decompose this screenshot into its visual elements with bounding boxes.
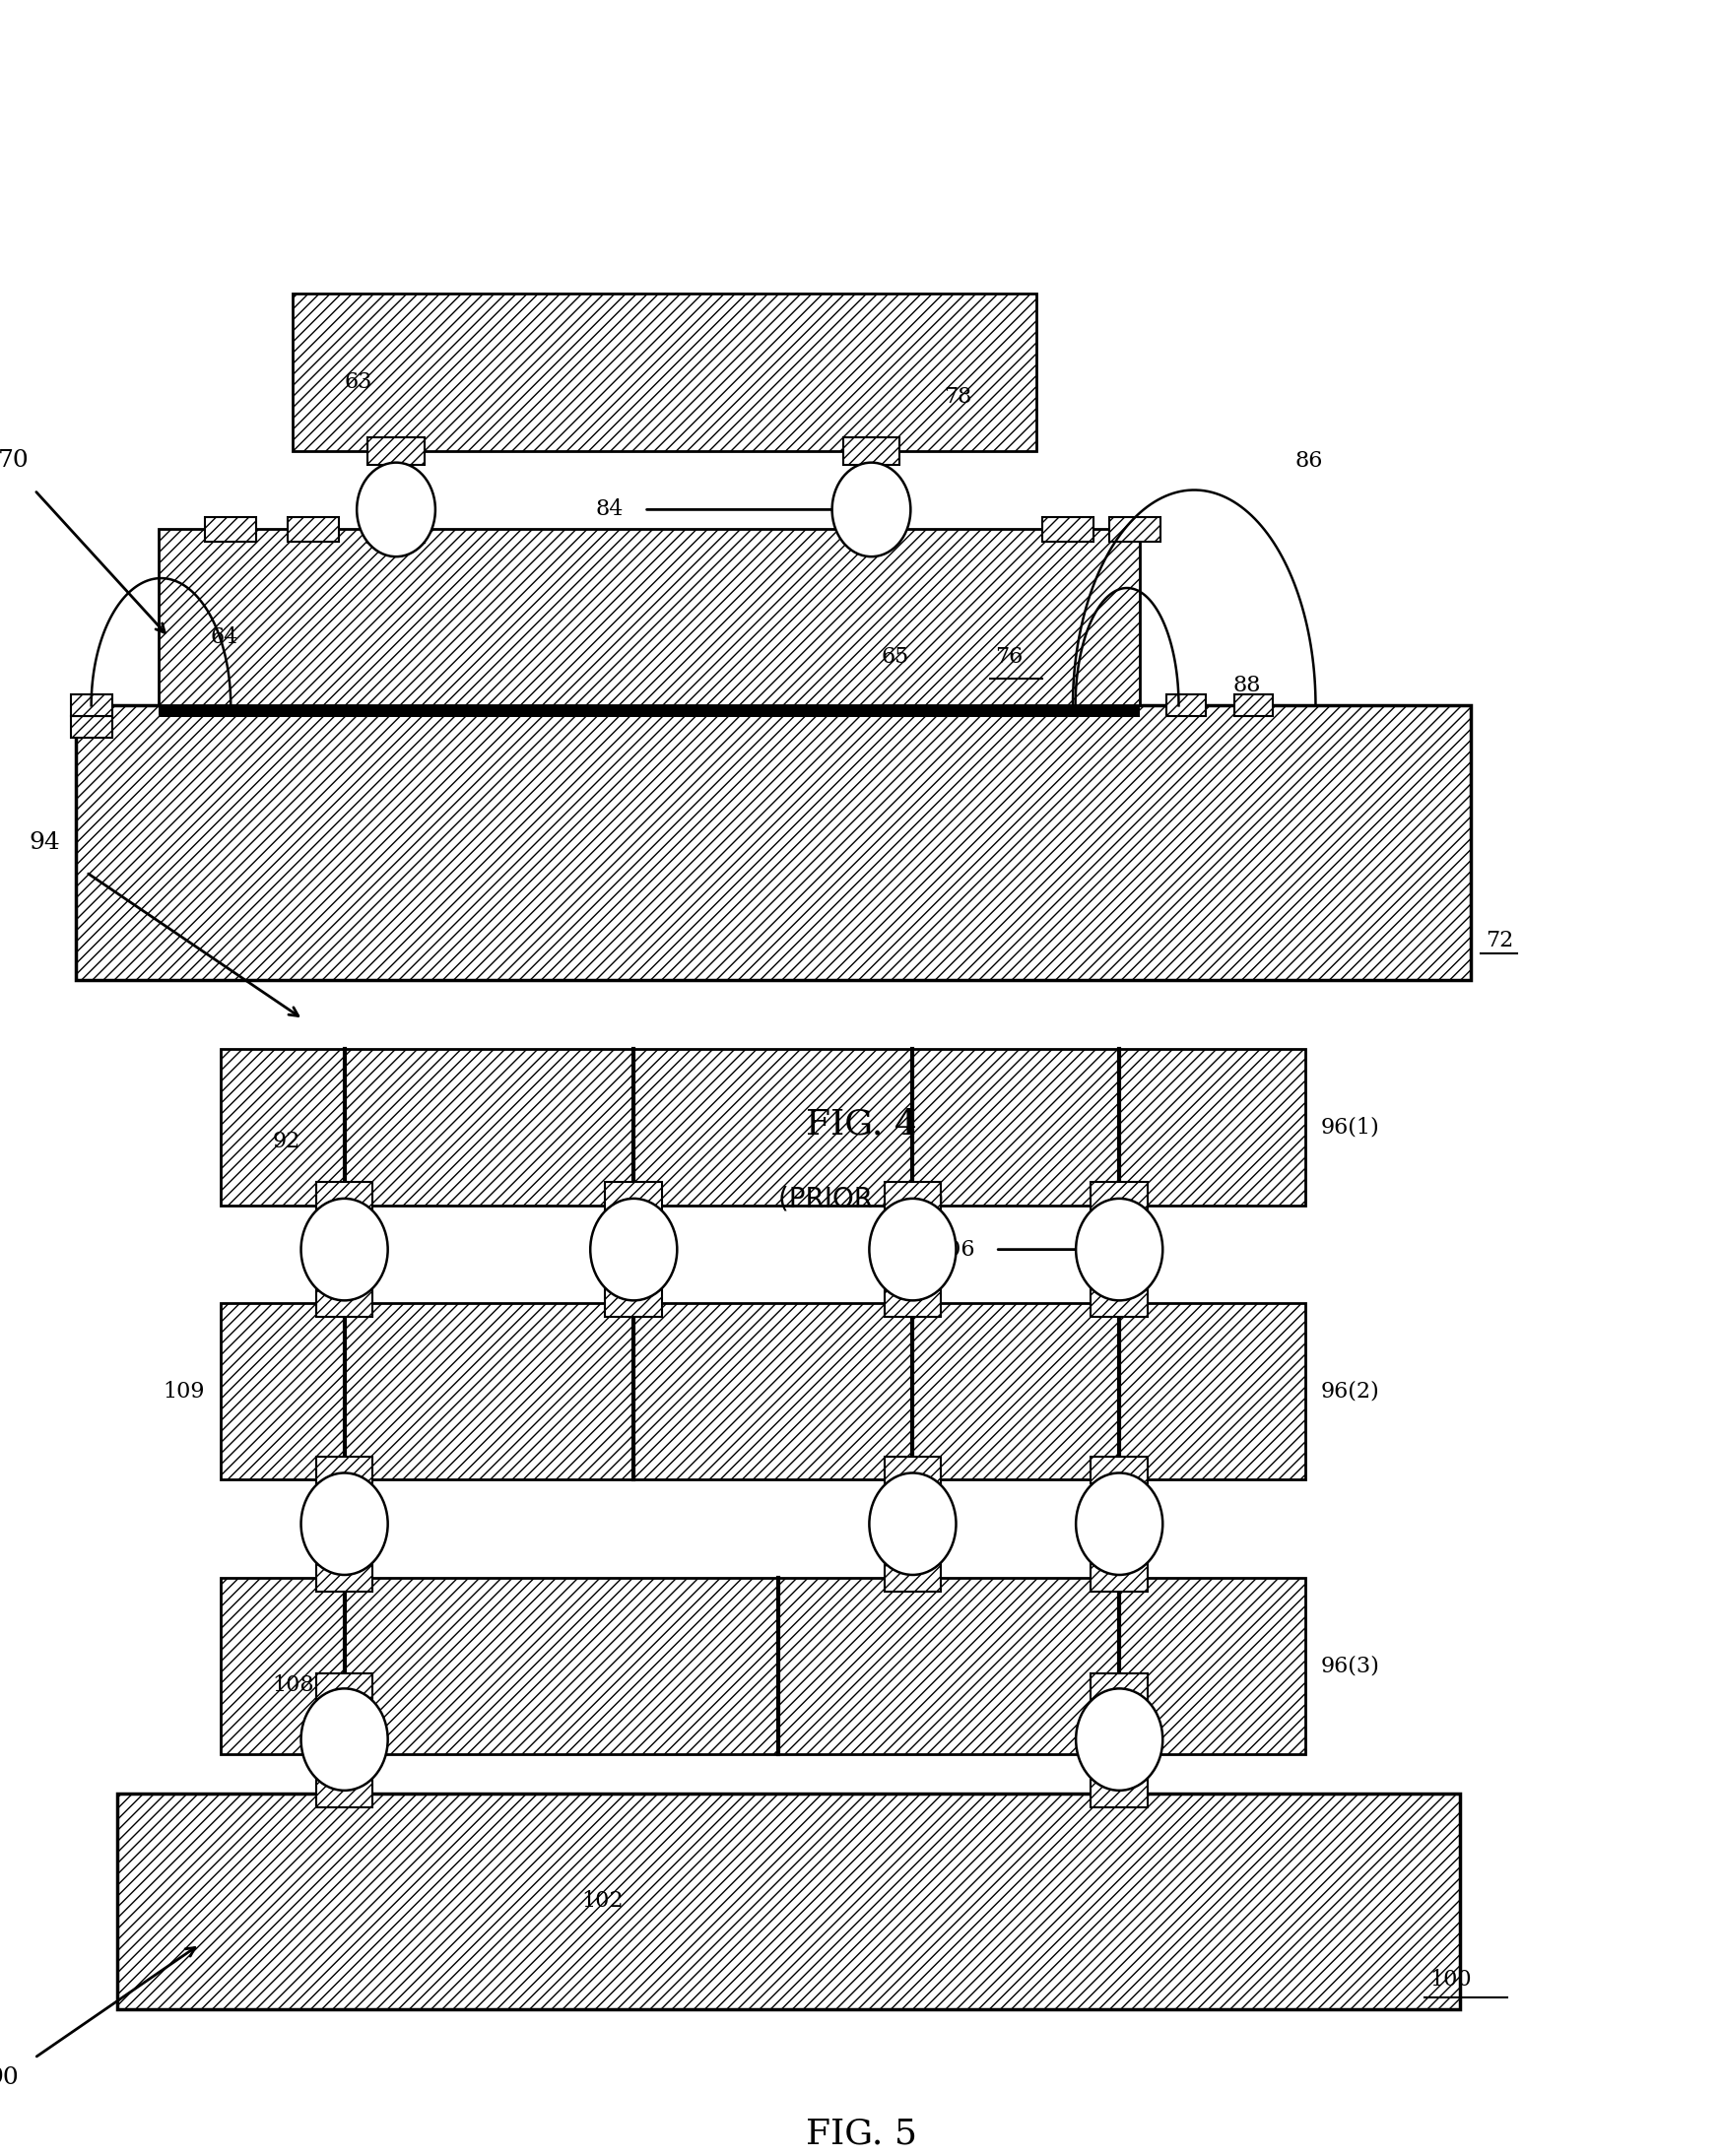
Text: 92: 92 bbox=[272, 1132, 300, 1153]
Bar bbox=[317, 1779, 372, 1807]
Bar bbox=[885, 1289, 940, 1317]
Text: (PRIOR ART): (PRIOR ART) bbox=[778, 1186, 944, 1214]
Text: 96(2): 96(2) bbox=[1321, 1380, 1379, 1401]
Bar bbox=[117, 1794, 1460, 2009]
Ellipse shape bbox=[301, 1688, 387, 1789]
Text: 72: 72 bbox=[1486, 929, 1514, 951]
Text: 108: 108 bbox=[272, 1675, 313, 1697]
Bar bbox=[1092, 1181, 1147, 1210]
Text: 64: 64 bbox=[210, 625, 238, 647]
Bar bbox=[1092, 1455, 1147, 1483]
Text: 96(1): 96(1) bbox=[1321, 1117, 1379, 1138]
Text: 84: 84 bbox=[596, 498, 623, 520]
Ellipse shape bbox=[301, 1199, 387, 1300]
Bar bbox=[288, 517, 339, 541]
Bar bbox=[885, 1181, 940, 1210]
Bar bbox=[220, 1048, 1305, 1205]
Bar bbox=[317, 1181, 372, 1210]
Bar bbox=[1092, 1563, 1147, 1591]
Bar bbox=[317, 1455, 372, 1483]
Ellipse shape bbox=[1076, 1473, 1162, 1574]
Bar bbox=[604, 1289, 661, 1317]
Text: 109: 109 bbox=[164, 1380, 205, 1401]
Text: 70: 70 bbox=[0, 448, 29, 472]
Bar bbox=[293, 293, 1037, 451]
Ellipse shape bbox=[356, 464, 436, 556]
Bar bbox=[317, 1289, 372, 1317]
Bar bbox=[1092, 1673, 1147, 1701]
Ellipse shape bbox=[870, 1473, 956, 1574]
Bar bbox=[205, 517, 257, 541]
Ellipse shape bbox=[1076, 1199, 1162, 1300]
Ellipse shape bbox=[591, 1199, 677, 1300]
Bar bbox=[1168, 694, 1205, 716]
Text: 76: 76 bbox=[995, 647, 1023, 668]
Bar bbox=[885, 1455, 940, 1483]
Text: FIG. 4: FIG. 4 bbox=[806, 1108, 916, 1141]
Bar bbox=[317, 1673, 372, 1701]
Bar bbox=[71, 716, 112, 737]
Text: 88: 88 bbox=[1233, 675, 1261, 696]
Ellipse shape bbox=[301, 1473, 387, 1574]
Bar bbox=[317, 1563, 372, 1591]
Bar bbox=[220, 1304, 1305, 1479]
Text: 102: 102 bbox=[582, 1891, 623, 1912]
Bar bbox=[1092, 1289, 1147, 1317]
Text: 90: 90 bbox=[0, 2065, 19, 2089]
Bar bbox=[369, 438, 424, 464]
Ellipse shape bbox=[1076, 1688, 1162, 1789]
Bar bbox=[604, 1181, 661, 1210]
Text: 86: 86 bbox=[1295, 451, 1322, 472]
Text: 94: 94 bbox=[29, 832, 60, 854]
Ellipse shape bbox=[832, 464, 911, 556]
Bar bbox=[844, 438, 901, 464]
Bar bbox=[1092, 1779, 1147, 1807]
Text: 100: 100 bbox=[1429, 1968, 1471, 1990]
Bar bbox=[76, 705, 1471, 981]
Bar bbox=[1235, 694, 1273, 716]
Bar bbox=[1042, 517, 1093, 541]
Text: 65: 65 bbox=[882, 647, 909, 668]
Bar bbox=[885, 1563, 940, 1591]
Bar bbox=[220, 1578, 1305, 1755]
Bar bbox=[844, 515, 901, 543]
Bar bbox=[158, 705, 1140, 718]
Text: FIG. 5: FIG. 5 bbox=[806, 2117, 916, 2150]
Text: 63: 63 bbox=[344, 371, 372, 392]
Bar bbox=[1109, 517, 1161, 541]
Text: 106: 106 bbox=[933, 1240, 975, 1261]
Bar bbox=[71, 694, 112, 716]
Text: 96(3): 96(3) bbox=[1321, 1656, 1379, 1677]
Text: 78: 78 bbox=[944, 386, 971, 407]
Bar bbox=[369, 515, 424, 543]
Ellipse shape bbox=[870, 1199, 956, 1300]
Bar bbox=[158, 528, 1140, 705]
